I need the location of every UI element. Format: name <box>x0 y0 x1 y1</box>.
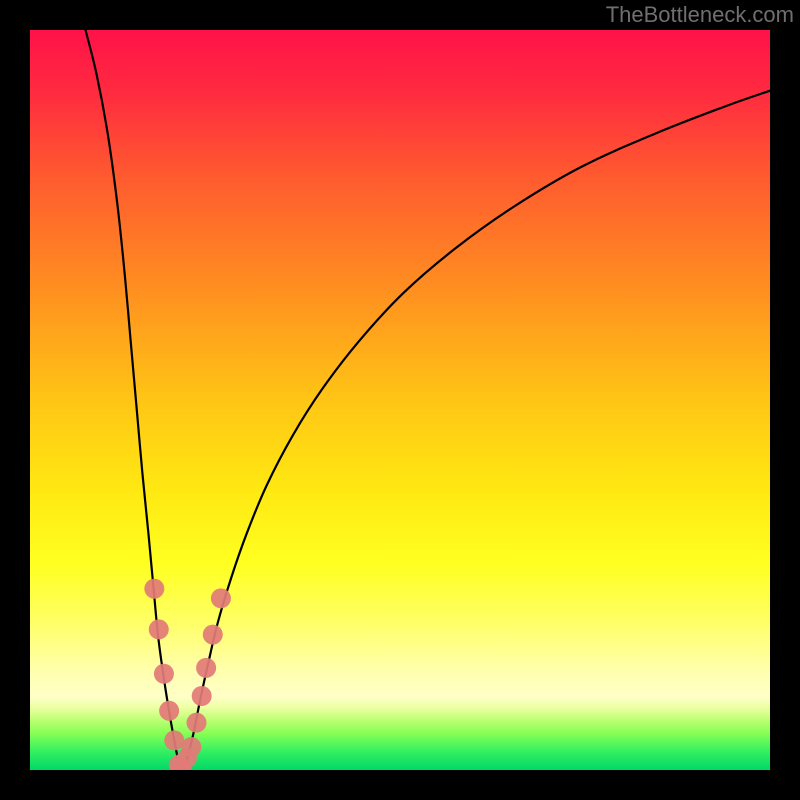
data-point-marker <box>149 619 169 639</box>
data-point-marker <box>159 701 179 721</box>
data-point-markers <box>30 30 770 770</box>
data-point-marker <box>164 730 184 750</box>
plot-area <box>30 30 770 770</box>
data-point-marker <box>154 664 174 684</box>
watermark-text: TheBottleneck.com <box>606 2 794 28</box>
chart-root: TheBottleneck.com <box>0 0 800 800</box>
data-point-marker <box>181 737 201 757</box>
data-point-marker <box>187 713 207 733</box>
data-point-marker <box>196 658 216 678</box>
data-point-marker <box>144 579 164 599</box>
data-point-marker <box>211 588 231 608</box>
data-point-marker <box>192 686 212 706</box>
data-point-marker <box>203 625 223 645</box>
